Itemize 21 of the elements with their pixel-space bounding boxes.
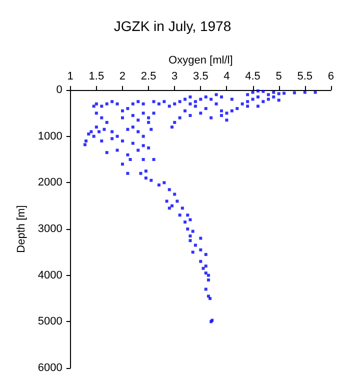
x-tick-label: 5.5	[297, 70, 313, 82]
x-axis-title: Oxygen [ml/l]	[168, 54, 233, 66]
y-tick-label: 5000	[38, 316, 62, 328]
x-tick-label: 1	[67, 70, 74, 82]
x-tick-label: 3.5	[193, 70, 208, 82]
y-tick-label: 6000	[38, 362, 62, 374]
chart-title: JGZK in July, 1978	[114, 18, 232, 34]
x-tick-label: 2.5	[140, 70, 156, 82]
y-tick-label: 4000	[38, 269, 62, 282]
y-tick-label: 0	[56, 84, 62, 96]
x-tick-label: 3	[172, 70, 178, 82]
y-tick-label: 3000	[38, 223, 62, 235]
x-tick-label: 1.5	[88, 70, 104, 82]
y-tick-label: 1000	[38, 130, 62, 142]
y-tick-label: 2000	[38, 176, 62, 189]
x-tick-label: 5	[276, 70, 282, 82]
x-tick-label: 4.5	[245, 70, 260, 82]
x-tick-label: 6	[328, 70, 334, 82]
y-axis-title: Depth [m]	[16, 205, 28, 253]
x-tick-label: 4	[224, 70, 230, 82]
x-tick-label: 2	[119, 70, 126, 82]
